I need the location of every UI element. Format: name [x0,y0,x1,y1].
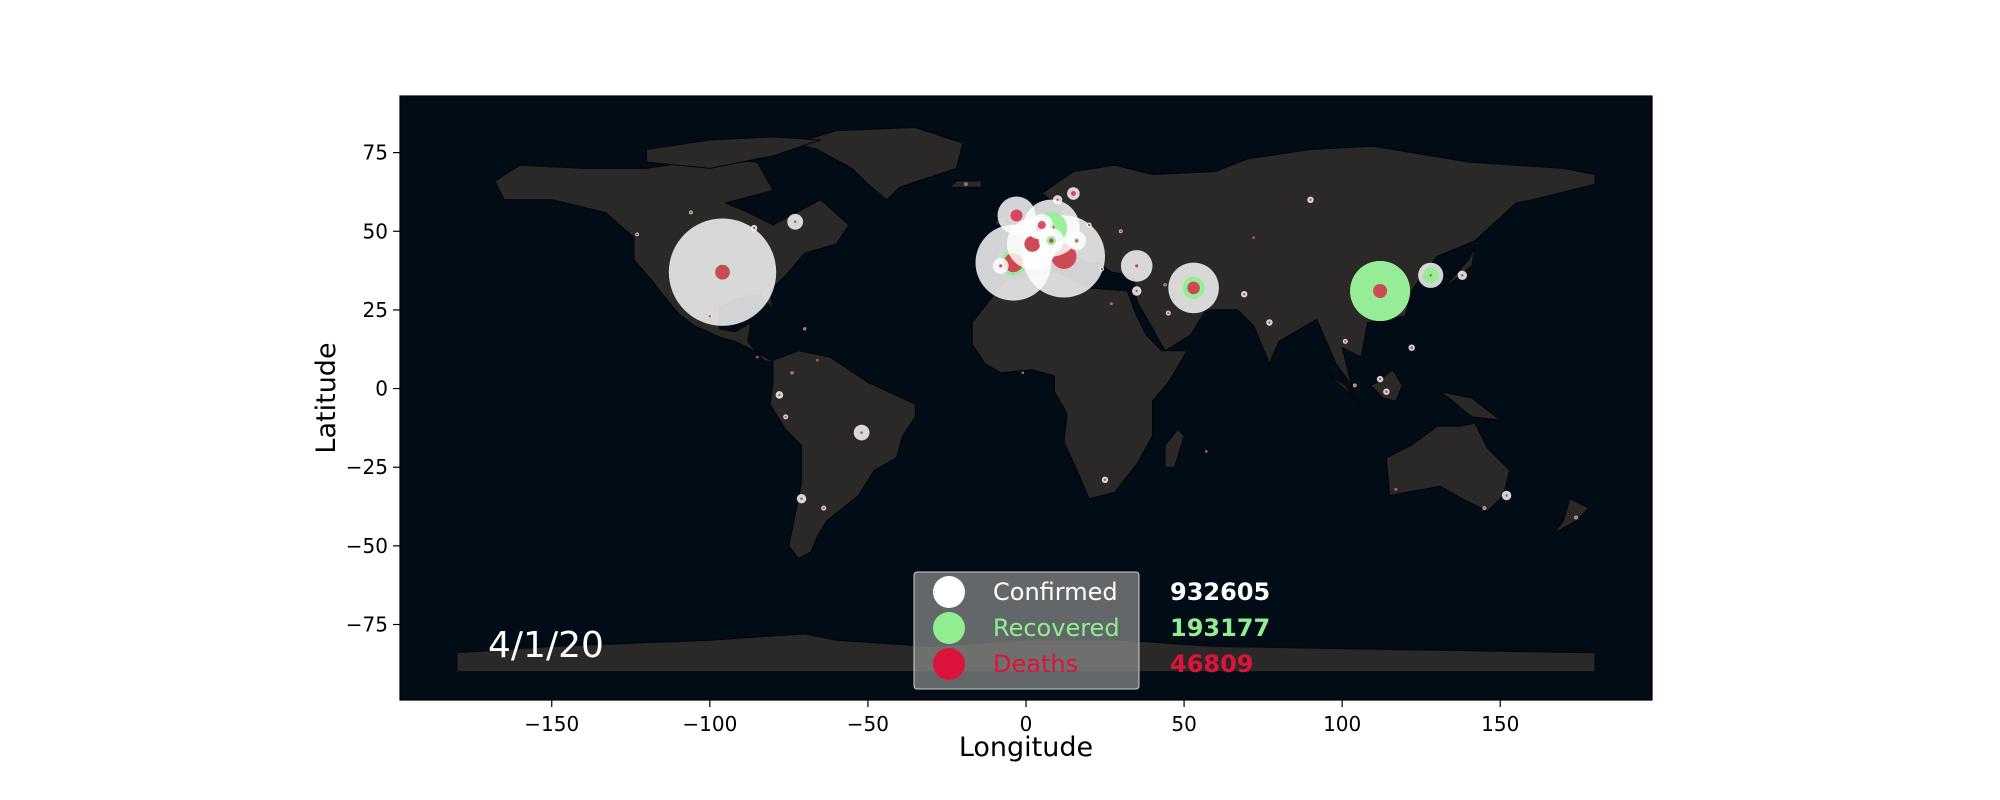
y-axis-ticks: −75 −50 −25 0 25 50 75 [346,141,400,637]
bubble-deaths-52 [1252,236,1255,239]
legend-deaths-label: Deaths [993,650,1078,678]
y-tick-label-3: 0 [375,377,388,401]
bubble-deaths-47 [790,371,794,374]
land-japan [1436,246,1476,292]
bubble-deaths-26 [1410,346,1413,350]
legend-confirmed-label: Confirmed [993,578,1118,606]
case-bubbles [635,182,1578,520]
bubble-deaths-25 [1385,390,1388,394]
legend-box [913,571,1140,690]
bubble-deaths-7 [1187,281,1200,295]
x-tick-label-2: −50 [847,712,889,736]
bubble-deaths-43 [1088,223,1091,227]
bubble-deaths-17 [860,431,863,434]
x-tick-label-5: 100 [1323,712,1361,736]
legend-confirmed-marker [933,576,965,608]
bubble-deaths-16 [794,220,797,223]
bubble-deaths-36 [752,226,756,230]
x-tick-label-0: −150 [524,712,579,736]
x-tick-label-4: 50 [1171,712,1196,736]
legend-recovered-value: 193177 [1170,614,1270,642]
x-tick-label-3: 0 [1020,712,1033,736]
bubble-deaths-32 [1243,293,1246,296]
legend-recovered-marker [933,612,965,644]
bubble-deaths-38 [1344,340,1347,343]
legend-confirmed-value: 932605 [1170,578,1270,606]
land-south-america [769,350,916,560]
x-axis-title: Longitude [959,732,1093,763]
bubble-deaths-15 [1070,191,1076,196]
y-tick-label-6: 75 [363,141,388,165]
bubble-deaths-14 [999,264,1003,268]
bubble-deaths-46 [803,327,806,330]
bubble-deaths-34 [1103,478,1107,481]
land-borneo [1369,368,1403,402]
bubble-deaths-13 [1075,239,1078,242]
bubble-deaths-48 [816,359,819,362]
bubble-deaths-31 [1268,321,1271,324]
land-sumatra [1326,372,1362,408]
legend-deaths-value: 46809 [1170,650,1254,678]
bubble-deaths-10 [1049,238,1054,243]
bubble-deaths-55 [1394,488,1398,491]
y-tick-label-0: −75 [346,613,388,637]
bubble-deaths-20 [1135,289,1138,293]
x-tick-label-6: 150 [1481,712,1519,736]
land-africa [971,271,1189,500]
y-tick-label-5: 50 [363,219,388,243]
bubble-deaths-12 [1037,220,1046,230]
land-greenland [793,126,964,201]
bubble-deaths-40 [1574,516,1578,519]
land-arctic-islands [646,136,821,169]
bubble-deaths-37 [635,233,639,236]
y-tick-label-2: −25 [346,455,388,479]
bubble-deaths-33 [1167,311,1170,315]
bubble-deaths-8 [1135,264,1139,268]
bubble-deaths-49 [1021,371,1024,374]
bubble-deaths-9 [1429,274,1432,277]
bubble-deaths-51 [1163,283,1167,286]
land-new-zealand [1553,497,1590,534]
bubble-deaths-29 [784,415,787,419]
bubble-deaths-44 [1119,230,1123,233]
bubble-deaths-28 [689,211,693,214]
bubble-deaths-39 [1353,384,1357,387]
bubble-deaths-23 [1309,198,1312,201]
y-axis-title: Latitude [311,342,342,453]
x-tick-label-1: −100 [682,712,737,736]
bubble-deaths-5 [1010,209,1023,222]
bubble-deaths-4 [1024,236,1041,252]
bubble-deaths-6 [1373,284,1388,298]
legend-deaths-marker [933,648,965,680]
bubble-deaths-50 [1110,302,1113,305]
y-tick-label-4: 25 [363,298,388,322]
bubble-deaths-45 [964,182,968,186]
bubble-deaths-54 [756,355,759,359]
y-tick-label-1: −50 [346,534,388,558]
bubble-deaths-18 [1461,274,1464,277]
land-madagascar [1164,428,1185,468]
bubble-deaths-0 [715,264,730,280]
x-axis-ticks: −150 −100 −50 0 50 100 150 [524,700,1519,736]
bubble-deaths-24 [1378,377,1382,381]
legend-recovered-label: Recovered [993,614,1120,642]
bubble-deaths-21 [1505,494,1508,497]
legend: Confirmed Recovered Deaths 932605 193177… [913,571,1270,690]
bubble-deaths-30 [822,506,825,510]
date-label: 4/1/20 [488,625,604,666]
bubble-deaths-41 [1483,506,1486,510]
bubble-deaths-27 [778,393,781,397]
land-new-guinea [1439,391,1502,421]
land-australia [1385,422,1511,512]
bubble-deaths-19 [1056,198,1059,201]
bubble-deaths-53 [708,315,711,318]
bubble-deaths-56 [1205,450,1208,453]
bubble-deaths-42 [1100,267,1104,271]
bubble-deaths-22 [800,497,803,500]
